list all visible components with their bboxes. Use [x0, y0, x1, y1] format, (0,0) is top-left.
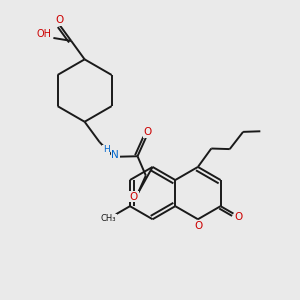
- Text: H: H: [103, 145, 110, 154]
- Text: OH: OH: [37, 29, 52, 39]
- Text: CH₃: CH₃: [101, 214, 116, 223]
- Text: O: O: [143, 128, 152, 137]
- Text: O: O: [235, 212, 243, 222]
- Text: O: O: [194, 221, 202, 231]
- Text: O: O: [55, 15, 63, 25]
- Text: N: N: [111, 150, 119, 160]
- Text: O: O: [130, 192, 138, 202]
